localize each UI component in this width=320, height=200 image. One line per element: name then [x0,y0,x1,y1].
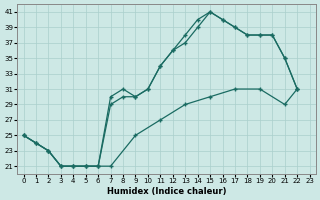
X-axis label: Humidex (Indice chaleur): Humidex (Indice chaleur) [107,187,226,196]
